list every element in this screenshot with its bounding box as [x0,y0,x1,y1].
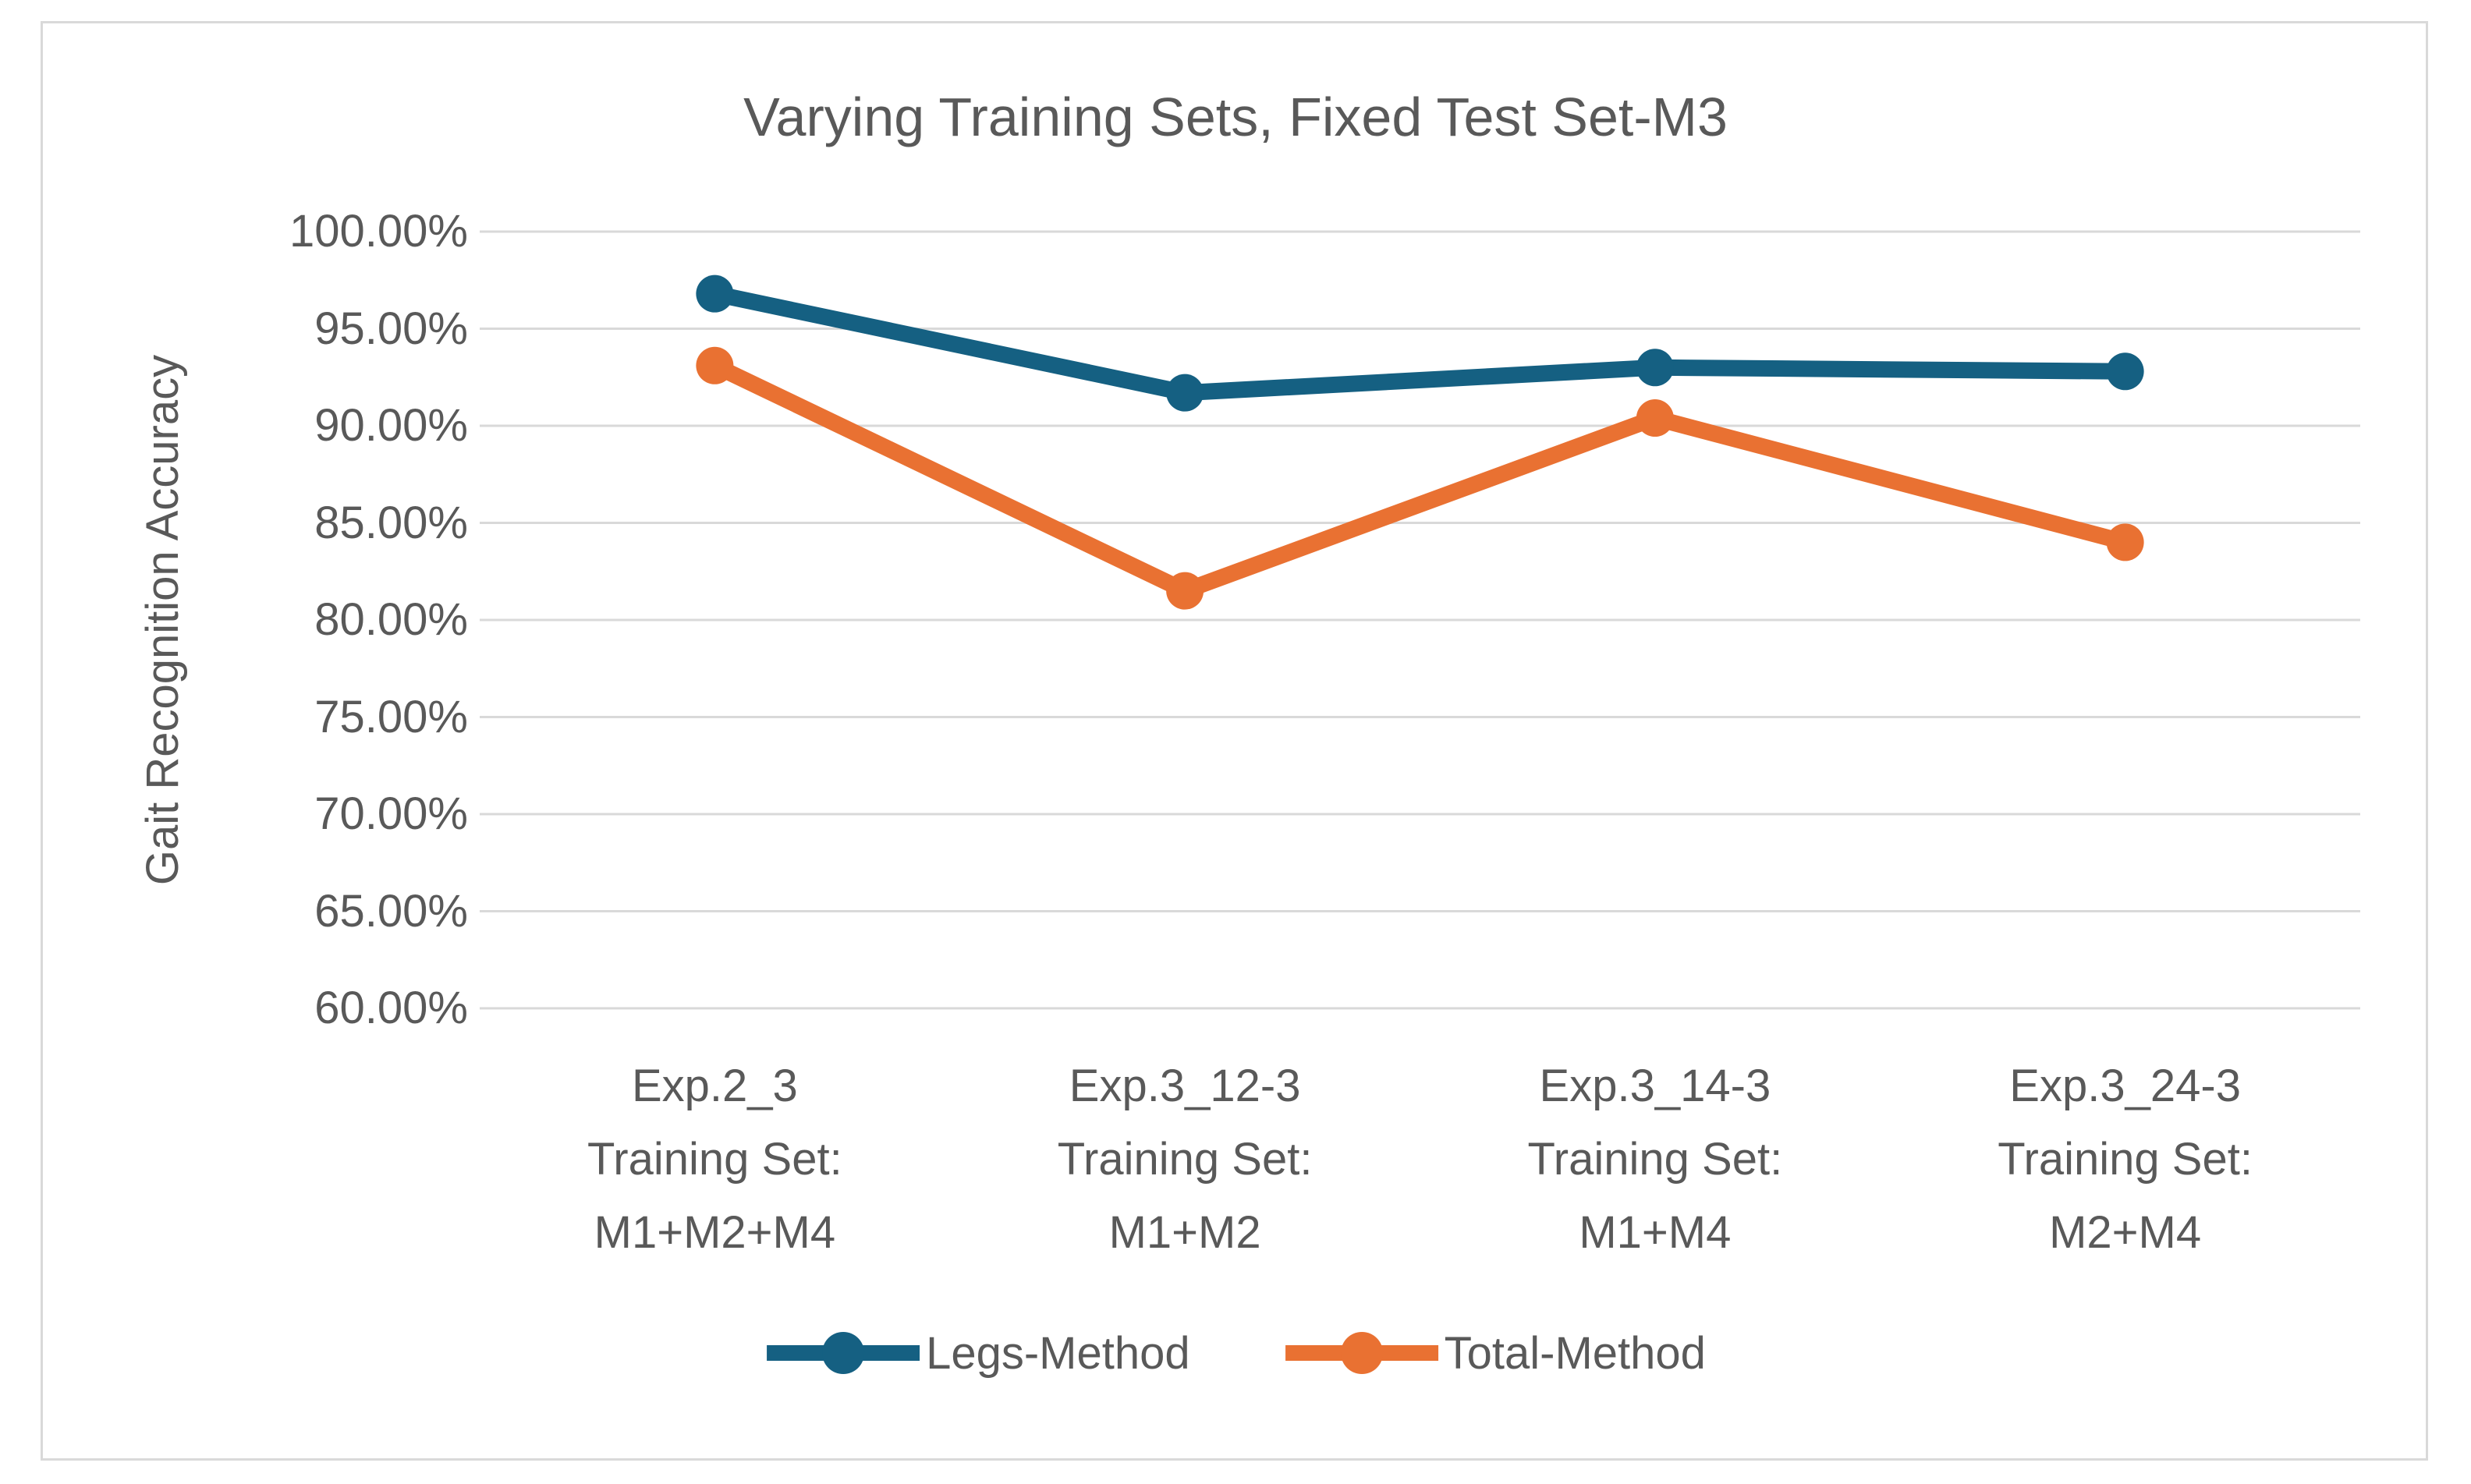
y-tick-label: 65.00% [314,885,468,937]
x-category-label: Exp.3_12-3 Training Set: M1+M2 [1057,1061,1313,1258]
series-line-legs-method [706,285,2134,402]
x-category-label: Exp.3_24-3 Training Set: M2+M4 [1998,1061,2253,1258]
data-point-marker [1636,349,1674,387]
y-tick-label: 90.00% [314,400,468,451]
legend-series-marker-icon [767,1332,920,1374]
y-tick-label: 60.00% [314,983,468,1033]
legend-label: Total-Method [1444,1327,1706,1379]
data-point-marker [696,274,734,313]
y-tick-label: 95.00% [314,303,468,354]
data-point-marker [2106,352,2144,391]
x-category-label: Exp.2_3 Training Set: M1+M2+M4 [587,1061,842,1258]
data-point-marker [1166,572,1204,610]
x-category-label: Exp.3_14-3 Training Set: M1+M4 [1527,1061,1783,1258]
chart-title: Varying Training Sets, Fixed Test Set-M3 [743,87,1728,147]
data-point-marker [696,346,734,384]
legend-item: Legs-Method [765,1326,1190,1380]
y-tick-label: 80.00% [314,594,468,645]
chart-frame [41,21,2428,1461]
legend-label: Legs-Method [926,1327,1190,1379]
series-line-total-method [706,357,2134,600]
legend-series-marker-icon [1285,1332,1438,1374]
y-tick-label: 75.00% [314,691,468,742]
data-point-marker [1636,399,1674,437]
legend-item: Total-Method [1284,1326,1706,1380]
y-tick-label: 70.00% [314,788,468,839]
y-tick-label: 85.00% [314,497,468,548]
y-tick-label: 100.00% [289,206,468,257]
data-point-marker [1166,374,1204,412]
data-point-marker [2106,523,2144,561]
chart-legend: Legs-Method Total-Method [765,1326,1706,1380]
